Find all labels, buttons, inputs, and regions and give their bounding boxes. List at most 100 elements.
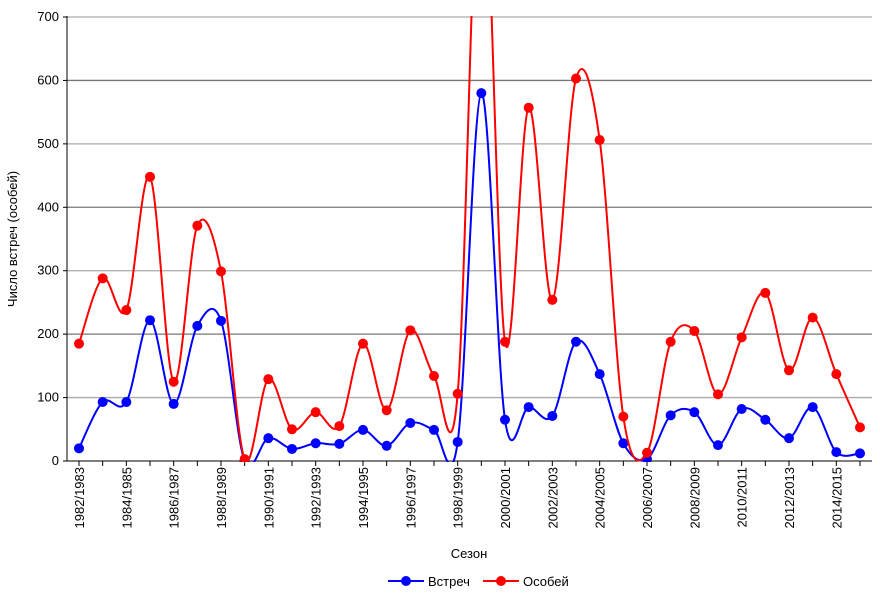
data-point xyxy=(358,424,368,435)
data-point xyxy=(287,424,297,435)
data-point xyxy=(192,220,203,231)
x-tick-label: 2012/2013 xyxy=(782,467,797,528)
data-point xyxy=(405,417,416,428)
data-point xyxy=(784,433,794,444)
data-point xyxy=(452,388,463,399)
data-point xyxy=(594,135,605,146)
data-point xyxy=(523,402,534,413)
x-axis: 1982/1983 1984/1985 1986/1987 1988/1989 1990… xyxy=(72,461,861,528)
x-tick-label: 2004/2005 xyxy=(593,467,608,528)
y-axis: 0 100 200 300 400 500 600 700 xyxy=(37,9,68,468)
y-tick-label: 600 xyxy=(37,72,59,87)
data-point xyxy=(500,336,510,347)
x-tick-label: 2002/2003 xyxy=(545,467,560,528)
data-point xyxy=(736,403,747,414)
data-point xyxy=(618,411,629,422)
data-point xyxy=(381,405,392,416)
y-tick-label: 400 xyxy=(37,199,59,214)
series-group xyxy=(74,16,865,462)
data-point xyxy=(807,312,818,323)
data-point xyxy=(263,374,274,385)
data-point xyxy=(713,389,723,400)
data-point xyxy=(547,294,558,305)
data-point xyxy=(855,422,865,433)
y-tick-label: 0 xyxy=(52,453,59,468)
data-point xyxy=(192,320,203,331)
data-point xyxy=(74,338,84,349)
data-point xyxy=(500,414,510,425)
legend-label: Особей xyxy=(523,574,569,589)
data-point xyxy=(618,438,629,449)
data-point xyxy=(760,414,771,425)
x-tick-label: 1994/1995 xyxy=(356,467,371,528)
legend-marker xyxy=(496,576,506,586)
data-point xyxy=(121,397,132,408)
data-point xyxy=(736,332,747,343)
data-point xyxy=(145,171,155,182)
data-point xyxy=(97,273,108,284)
y-tick-label: 200 xyxy=(37,326,59,341)
data-point xyxy=(807,402,818,413)
data-point xyxy=(74,443,84,454)
data-point xyxy=(571,336,581,347)
data-point xyxy=(665,336,676,347)
data-point xyxy=(571,73,581,84)
data-point xyxy=(145,315,155,326)
data-point xyxy=(216,266,226,277)
y-tick-label: 100 xyxy=(37,390,59,405)
data-point xyxy=(310,438,321,449)
data-point xyxy=(855,448,865,459)
data-point xyxy=(429,371,439,382)
x-tick-label: 1984/1985 xyxy=(119,467,134,528)
data-point xyxy=(287,443,297,454)
data-point xyxy=(334,438,345,449)
legend-marker xyxy=(401,576,411,586)
legend-label: Встреч xyxy=(428,574,470,589)
y-tick-label: 300 xyxy=(37,263,59,278)
data-point xyxy=(405,325,416,336)
data-point xyxy=(689,407,700,418)
data-point xyxy=(429,424,439,435)
data-point xyxy=(216,315,226,326)
data-point xyxy=(334,421,345,432)
data-point xyxy=(168,376,179,387)
y-tick-label: 700 xyxy=(37,9,59,24)
data-point xyxy=(831,369,842,380)
x-tick-label: 1998/1999 xyxy=(451,467,466,528)
data-point xyxy=(476,88,487,99)
data-point xyxy=(121,305,132,316)
data-point xyxy=(358,338,368,349)
data-point xyxy=(310,407,321,418)
data-point xyxy=(263,433,274,444)
data-point xyxy=(784,365,794,376)
data-point xyxy=(239,454,250,462)
x-tick-label: 2014/2015 xyxy=(829,467,844,528)
x-tick-label: 1988/1989 xyxy=(214,467,229,528)
data-point xyxy=(523,102,534,113)
y-tick-label: 500 xyxy=(37,136,59,151)
data-point xyxy=(689,325,700,336)
data-point xyxy=(452,436,463,447)
data-point xyxy=(713,440,723,451)
x-tick-label: 1996/1997 xyxy=(403,467,418,528)
x-tick-label: 1986/1987 xyxy=(167,467,182,528)
data-point xyxy=(547,410,558,421)
x-tick-label: 1982/1983 xyxy=(72,467,87,528)
data-point xyxy=(642,447,652,458)
x-tick-label: 2008/2009 xyxy=(687,467,702,528)
x-tick-label: 1992/1993 xyxy=(309,467,324,528)
x-tick-label: 1990/1991 xyxy=(261,467,276,528)
data-point xyxy=(665,410,676,421)
data-point xyxy=(594,369,605,380)
x-tick-label: 2010/2011 xyxy=(735,467,750,528)
gridlines xyxy=(67,16,872,462)
x-tick-label: 2006/2007 xyxy=(640,467,655,528)
x-tick-label: 2000/2001 xyxy=(498,467,513,528)
legend: Встреч Особей xyxy=(388,574,569,589)
data-point xyxy=(97,397,108,408)
data-point xyxy=(831,447,842,458)
data-point xyxy=(381,440,392,451)
data-point xyxy=(760,287,771,298)
x-axis-label: Сезон xyxy=(451,546,488,561)
